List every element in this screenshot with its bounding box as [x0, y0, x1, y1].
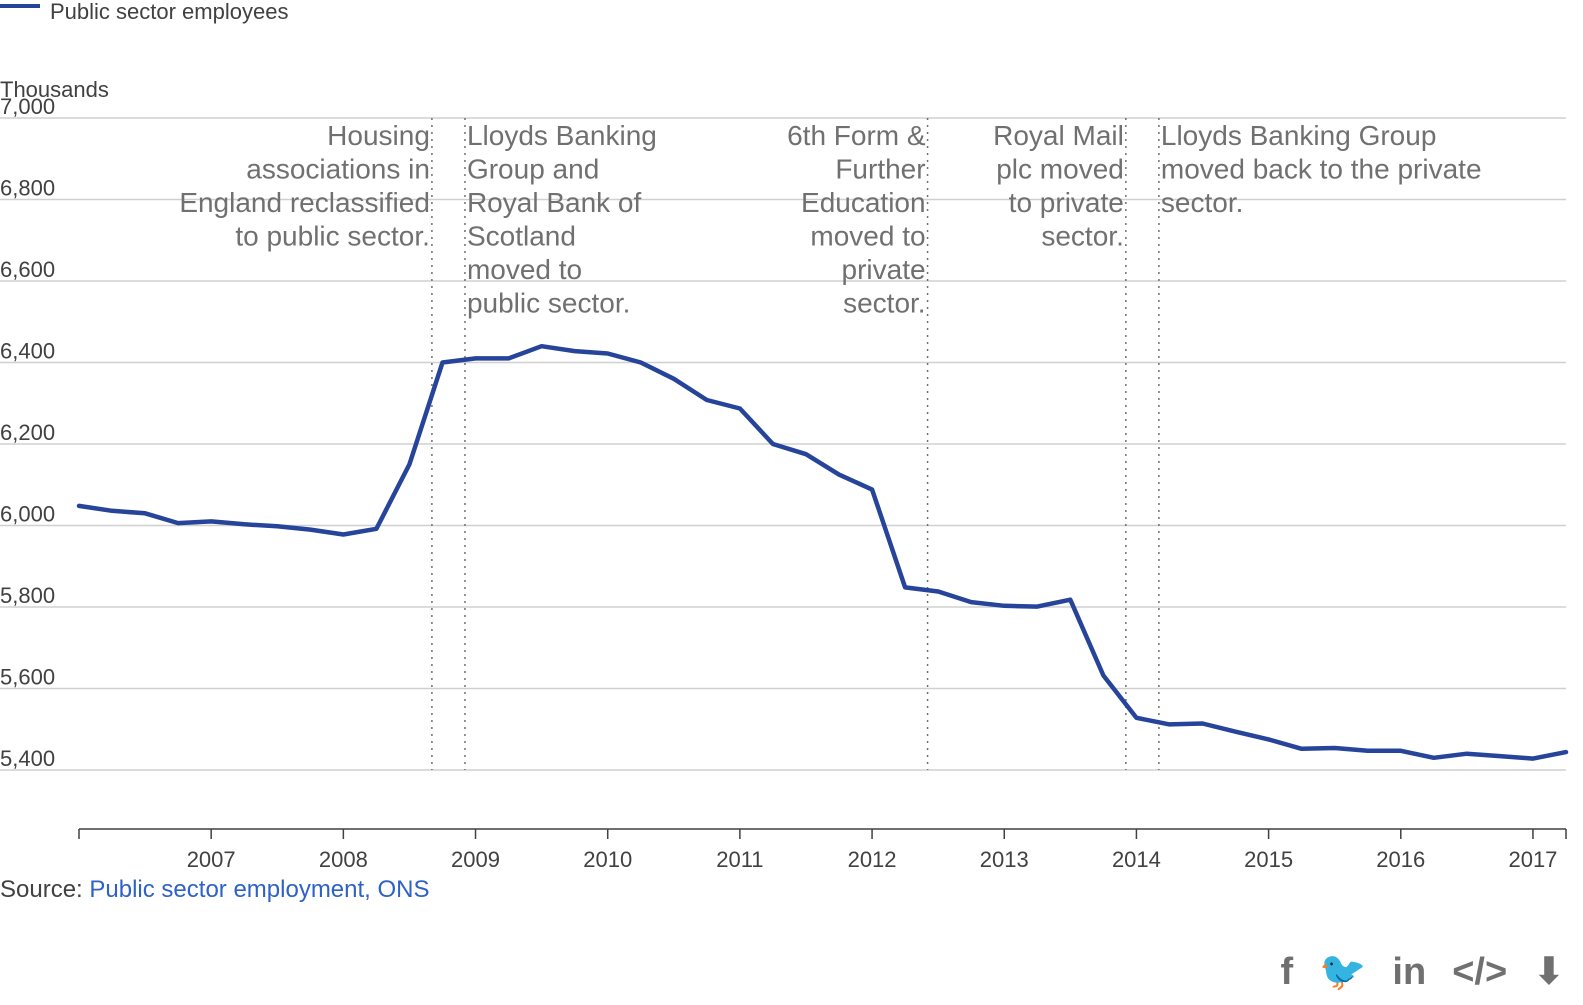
x-tick-label: 2012 — [848, 847, 897, 872]
y-tick-label: 6,400 — [0, 339, 55, 364]
x-tick-label: 2015 — [1244, 847, 1293, 872]
y-tick-label: 6,000 — [0, 502, 55, 527]
x-tick-label: 2008 — [319, 847, 368, 872]
y-tick-label: 5,800 — [0, 583, 55, 608]
annotation-text: Lloyds Banking Group and Royal Bank of Scot… — [467, 120, 657, 319]
x-tick-label: 2013 — [980, 847, 1029, 872]
annotations: Housing associations in England reclassifi… — [179, 118, 1482, 770]
share-toolbar: f 🐦 in </> ⬇ — [1280, 953, 1565, 991]
source-link[interactable]: Public sector employment, ONS — [89, 876, 430, 903]
x-axis: 2007 2008 2009 2010 2011 2012 2013 2014 2015 2016… — [78, 828, 1567, 872]
y-tick-label: 6,800 — [0, 176, 55, 201]
series-line-public-sector-employees — [76, 343, 1569, 761]
embed-icon[interactable]: </> — [1452, 951, 1508, 993]
facebook-icon[interactable]: f — [1280, 951, 1294, 993]
y-tick-label: 6,600 — [0, 257, 55, 282]
y-tick-label: 6,200 — [0, 420, 55, 445]
source-note: Source: Public sector employment, ONS — [0, 876, 430, 904]
x-tick-label: 2007 — [187, 847, 236, 872]
y-tick-label: 7,000 — [0, 94, 55, 119]
x-tick-label: 2017 — [1508, 847, 1557, 872]
source-prefix: Source: — [0, 876, 90, 903]
linkedin-icon[interactable]: in — [1392, 951, 1427, 993]
y-tick-label: 5,600 — [0, 665, 55, 690]
twitter-icon[interactable]: 🐦 — [1319, 951, 1367, 993]
annotation-text: Royal Mail plc moved to private sector. — [993, 120, 1124, 252]
legend: Public sector employees — [0, 0, 288, 24]
x-tick-label: 2010 — [583, 847, 632, 872]
annotation-text: Lloyds Banking Group moved back to the pr… — [1161, 120, 1482, 218]
legend-label: Public sector employees — [50, 0, 288, 24]
annotation-text: 6th Form & Further Education moved to privat… — [787, 120, 926, 319]
y-tick-label: 5,400 — [0, 746, 55, 771]
series-layer — [76, 343, 1569, 761]
x-tick-label: 2016 — [1376, 847, 1425, 872]
download-icon[interactable]: ⬇ — [1533, 951, 1565, 993]
y-axis-unit-label: Thousands — [0, 77, 109, 102]
gridlines — [0, 117, 1566, 771]
annotation-text: Housing associations in England reclassifi… — [179, 120, 430, 252]
y-axis-labels: 5,400 5,600 5,800 6,000 6,200 6,400 6,600 6,800… — [0, 94, 55, 771]
x-tick-label: 2014 — [1112, 847, 1161, 872]
x-tick-label: 2009 — [451, 847, 500, 872]
x-tick-label: 2011 — [716, 847, 763, 872]
line-chart: Public sector employees Thousands 5,4005… — [0, 0, 1569, 872]
